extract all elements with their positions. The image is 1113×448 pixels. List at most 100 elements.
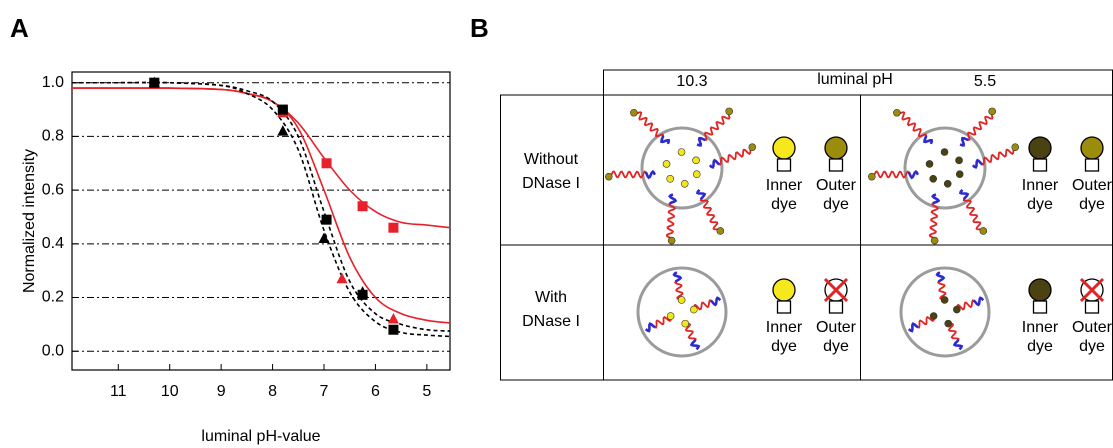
vesicle — [903, 126, 987, 210]
dye-dot — [716, 227, 725, 235]
cross — [823, 277, 849, 303]
dye-label: dye — [1079, 196, 1105, 213]
cross — [1079, 277, 1105, 303]
dye-dot — [955, 170, 964, 179]
dye-label: Outer — [816, 319, 857, 336]
y-tick-label: 0.4 — [42, 235, 64, 252]
dye-dot — [666, 312, 675, 320]
dna-duplex — [689, 339, 701, 351]
dye-dot — [690, 305, 698, 314]
dna-strand — [896, 111, 933, 145]
dye-label: dye — [1027, 338, 1053, 355]
x-tick-label: 11 — [110, 383, 127, 400]
dye-dot — [930, 236, 939, 245]
dna-duplex — [668, 193, 678, 205]
dye-dot — [677, 296, 686, 304]
dna-duplex — [958, 189, 970, 200]
dye-dot — [988, 107, 996, 116]
vesicle — [899, 266, 991, 358]
dye-dot — [630, 108, 638, 117]
dye-dot — [943, 179, 952, 188]
dna-duplex — [959, 136, 969, 147]
dye-dot — [940, 296, 949, 304]
bulb-base — [828, 300, 844, 314]
dye-label: dye — [771, 196, 797, 213]
dna-duplex — [708, 158, 721, 169]
marker — [318, 232, 330, 243]
dye-dot — [867, 172, 876, 181]
bulb-base — [1084, 158, 1100, 172]
dye-label: dye — [823, 338, 849, 355]
dna-duplex — [931, 193, 941, 205]
dye-dot — [662, 160, 671, 168]
y-tick-label: 0.2 — [42, 289, 64, 306]
dye-label: dye — [771, 338, 797, 355]
bulb — [1028, 278, 1052, 302]
dye-label: Outer — [1072, 319, 1113, 336]
dye-label: dye — [1079, 338, 1105, 355]
dye-dot — [681, 319, 690, 328]
column-header: 10.3 — [676, 73, 707, 90]
dye-label: Outer — [816, 177, 857, 194]
marker — [387, 312, 399, 324]
dye-dot — [692, 170, 701, 179]
panel-label: A — [10, 13, 29, 43]
dna-strand — [959, 110, 994, 147]
dye-label: Outer — [1072, 177, 1113, 194]
dye-dot — [944, 319, 953, 328]
bulb — [824, 136, 848, 160]
bulb-base — [1032, 158, 1048, 172]
dna-duplex — [923, 135, 934, 145]
cell: Inner dye Outer dye — [604, 107, 857, 245]
dna-duplex — [660, 135, 671, 145]
dye-dot — [748, 143, 757, 152]
dna-duplex — [907, 322, 919, 333]
fit-curve — [71, 81, 451, 332]
dye-dot — [725, 107, 733, 116]
bulb-base — [1032, 300, 1048, 314]
dye-dot — [979, 227, 988, 235]
dye-dot — [929, 312, 938, 320]
dye-dot — [955, 156, 963, 165]
marker — [148, 76, 160, 88]
row-label: DNase I — [522, 313, 580, 330]
bulb — [1080, 136, 1104, 160]
dye-dot — [893, 108, 901, 117]
column-header: 5.5 — [974, 73, 996, 90]
dna-duplex — [644, 322, 656, 333]
bulb — [772, 136, 796, 160]
panel-label: B — [470, 13, 489, 43]
x-axis-label: luminal pH-value — [201, 428, 320, 445]
dye-dot — [666, 175, 675, 183]
marker — [277, 125, 289, 136]
dna-strand — [696, 110, 731, 147]
dna-duplex — [672, 271, 683, 283]
cell: Inner dye Outer dye — [899, 266, 1113, 358]
dna-duplex — [709, 296, 722, 307]
bulb — [772, 278, 796, 302]
dye-dot — [1011, 143, 1020, 152]
dye-dot — [692, 156, 700, 165]
table-lines — [500, 69, 1113, 381]
bulb-base — [1084, 300, 1100, 314]
dna-duplex — [644, 169, 656, 180]
x-tick-label: 9 — [217, 383, 226, 400]
dye-label: Inner — [1022, 177, 1059, 194]
dna-duplex — [971, 158, 984, 169]
dye-label: Inner — [766, 319, 803, 336]
marker — [357, 201, 368, 212]
dna-duplex — [952, 339, 964, 351]
dye-dot — [680, 179, 689, 188]
dye-dot — [929, 175, 938, 183]
marker — [388, 222, 399, 233]
y-tick-label: 0.0 — [42, 342, 64, 359]
row-label: With — [535, 289, 567, 306]
cell: Inner dye Outer dye — [636, 266, 857, 358]
y-tick-label: 0.6 — [42, 181, 64, 198]
marker — [321, 214, 332, 225]
column-header: luminal pH — [817, 71, 893, 88]
dye-dot — [667, 236, 676, 245]
vesicle — [640, 126, 724, 210]
dye-dot — [925, 160, 934, 168]
dna-duplex — [696, 136, 706, 147]
